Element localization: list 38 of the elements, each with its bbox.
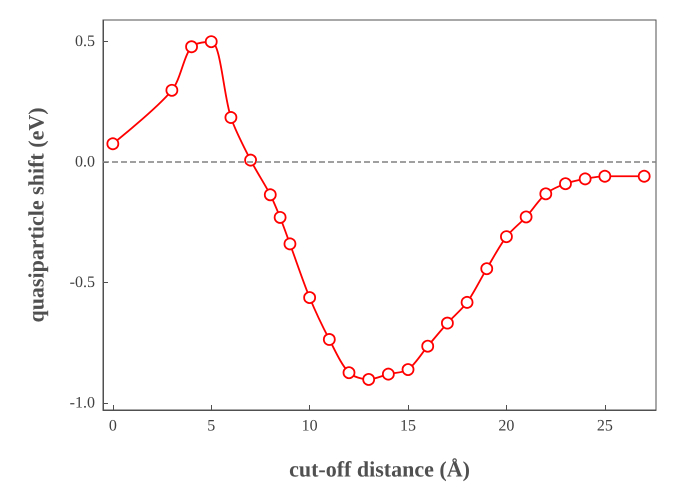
point <box>480 262 494 276</box>
point <box>598 170 612 183</box>
y-tick-label: -1.0 <box>70 394 95 412</box>
x-tick-label: 0 <box>108 418 117 434</box>
point <box>165 84 178 97</box>
point <box>421 340 434 353</box>
point <box>204 35 218 48</box>
y-tick-label: 0.5 <box>75 33 95 50</box>
x-tick-label: 25 <box>596 418 613 434</box>
point <box>264 188 277 202</box>
x-tick-label: 10 <box>302 418 318 434</box>
point <box>460 296 474 309</box>
x-tick-label: 5 <box>207 418 216 434</box>
point <box>244 154 257 167</box>
point <box>224 111 238 124</box>
point <box>284 237 296 250</box>
point <box>106 137 120 150</box>
point <box>559 177 572 190</box>
x-tick-label: 15 <box>400 418 416 434</box>
point <box>303 291 316 304</box>
point <box>274 211 287 224</box>
point <box>402 363 414 376</box>
point <box>520 210 533 224</box>
point <box>342 366 356 380</box>
point <box>638 170 651 183</box>
point <box>185 40 198 54</box>
point <box>578 172 592 186</box>
y-tick-label: 0.0 <box>75 154 95 171</box>
y-tick-label: -0.5 <box>70 274 95 291</box>
y-axis-title: quasiparticle shift (eV) <box>24 107 48 323</box>
x-axis-title: cut-off distance (Å) <box>289 456 470 482</box>
point <box>500 230 513 244</box>
x-tick-label: 20 <box>498 418 514 434</box>
point <box>539 187 552 200</box>
point <box>322 333 336 346</box>
point <box>362 373 376 386</box>
point <box>441 316 454 330</box>
point <box>382 368 395 381</box>
